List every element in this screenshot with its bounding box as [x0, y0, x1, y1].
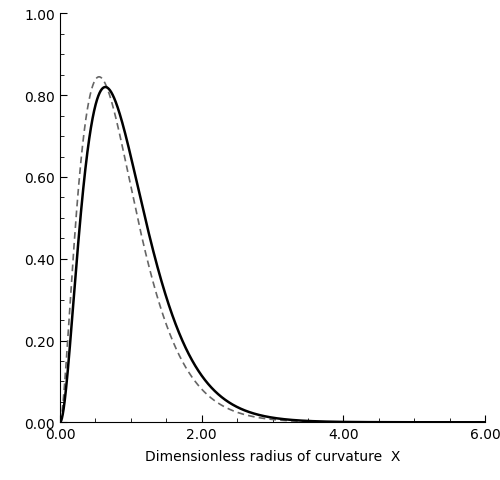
X-axis label: Dimensionless radius of curvature  X: Dimensionless radius of curvature X: [145, 450, 400, 464]
